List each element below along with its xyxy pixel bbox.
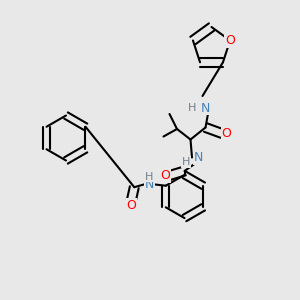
Text: H: H <box>188 103 196 113</box>
Text: O: O <box>126 199 136 212</box>
Text: O: O <box>225 34 235 47</box>
Text: N: N <box>201 101 210 115</box>
Text: O: O <box>160 169 170 182</box>
Text: N: N <box>194 151 203 164</box>
Text: O: O <box>222 127 231 140</box>
Text: H: H <box>145 172 154 182</box>
Text: N: N <box>145 178 154 191</box>
Text: H: H <box>182 157 190 167</box>
